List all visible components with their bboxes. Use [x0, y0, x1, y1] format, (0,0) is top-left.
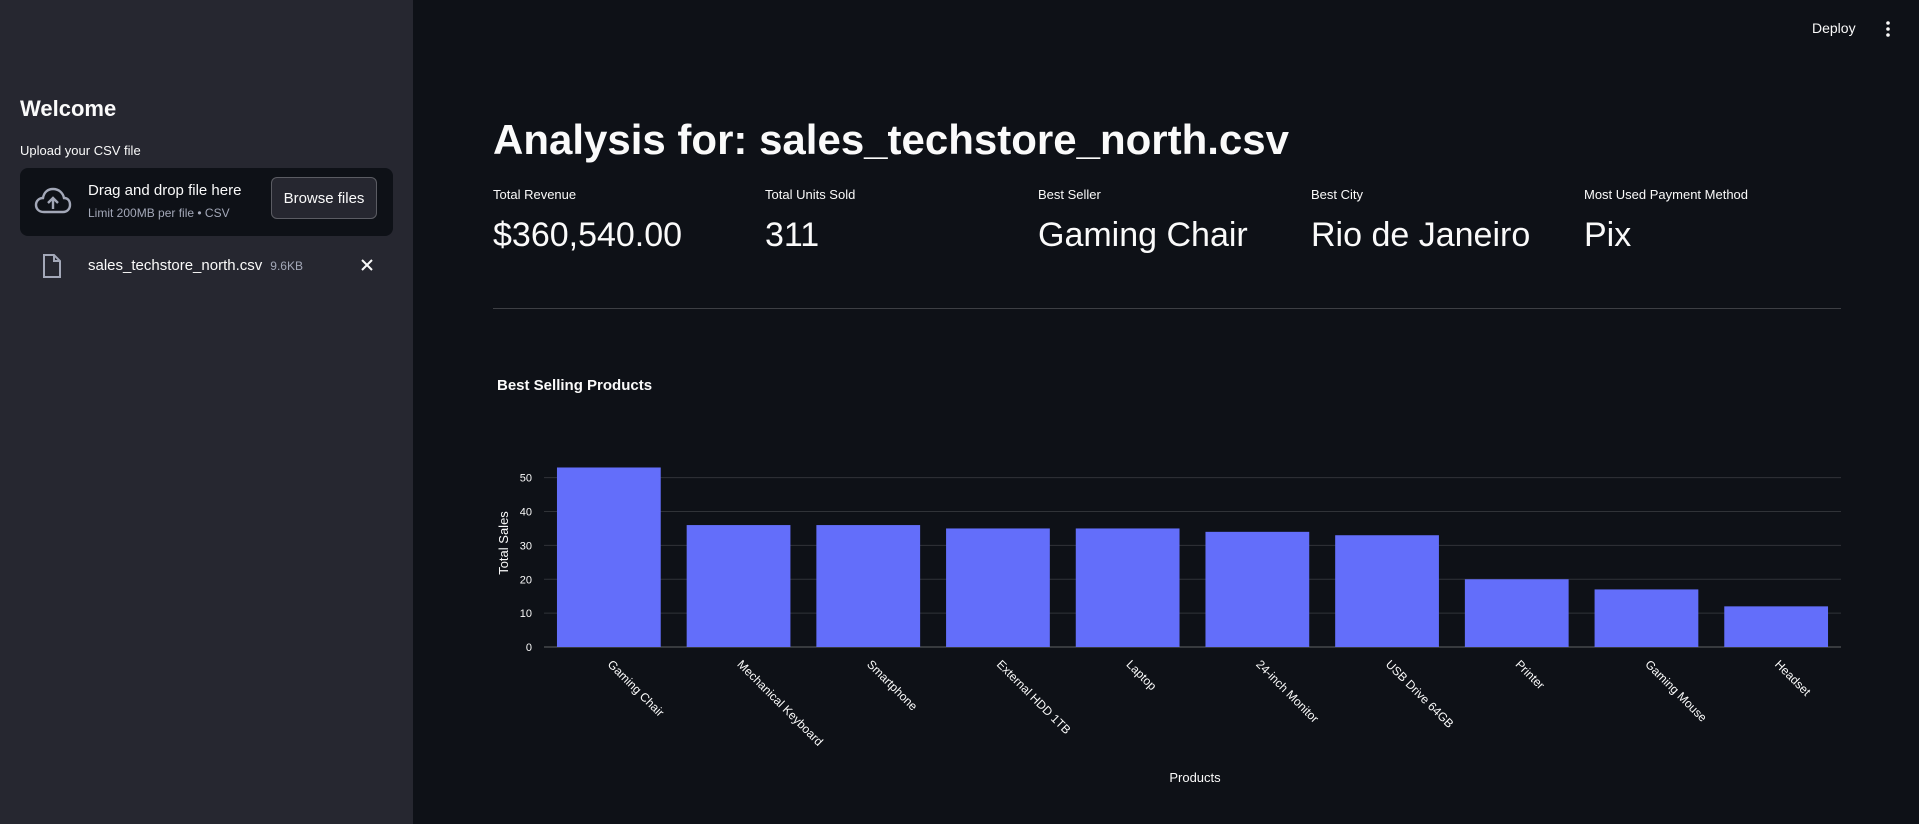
dropzone-main-text: Drag and drop file here	[88, 182, 242, 199]
x-tick-label: External HDD 1TB	[994, 657, 1074, 737]
chart-y-ticks: 0 10 20 30 40 50	[520, 473, 532, 654]
bar[interactable]	[1594, 589, 1699, 647]
x-tick-label: Gaming Mouse	[1642, 657, 1710, 725]
remove-file-button[interactable]	[356, 254, 378, 276]
uploaded-file-name: sales_techstore_north.csv 9.6KB	[88, 257, 303, 274]
metric-total-units: Total Units Sold 311	[765, 187, 855, 255]
metric-value: Rio de Janeiro	[1311, 216, 1531, 254]
y-tick-label: 10	[520, 608, 532, 620]
deploy-button[interactable]: Deploy	[1812, 20, 1856, 36]
x-tick-label: Headset	[1772, 657, 1814, 699]
page-title: Analysis for: sales_techstore_north.csv	[493, 116, 1289, 163]
chart-x-ticks: Gaming Chair Mechanical Keyboard Smartphon…	[605, 657, 1814, 749]
y-tick-label: 40	[520, 507, 532, 519]
bar[interactable]	[946, 528, 1050, 647]
best-selling-products-chart: Best Selling Products 0 10 20 30 40 50 Gaming…	[496, 377, 1841, 785]
file-dropzone[interactable]: Drag and drop file here Limit 200MB per …	[20, 168, 393, 236]
upload-label: Upload your CSV file	[20, 143, 141, 158]
metric-payment-method: Most Used Payment Method Pix	[1584, 187, 1748, 255]
bar[interactable]	[816, 525, 921, 647]
metric-total-revenue: Total Revenue $360,540.00	[493, 187, 682, 255]
x-tick-label: Smartphone	[864, 657, 920, 713]
x-tick-label: USB Drive 64GB	[1383, 657, 1457, 731]
dropzone-limit-text: Limit 200MB per file • CSV	[88, 206, 230, 220]
y-tick-label: 20	[520, 574, 532, 586]
metric-label: Total Units Sold	[765, 187, 856, 202]
metric-value: Pix	[1584, 216, 1632, 254]
file-icon	[43, 254, 61, 278]
bar[interactable]	[1335, 535, 1439, 647]
metric-label: Best Seller	[1038, 187, 1101, 202]
y-tick-label: 30	[520, 540, 532, 552]
x-tick-label: 24-inch Monitor	[1253, 657, 1321, 725]
bar[interactable]	[1205, 531, 1310, 647]
bar[interactable]	[686, 525, 791, 647]
bar[interactable]	[1724, 606, 1829, 647]
metric-value: Gaming Chair	[1038, 216, 1248, 254]
vertical-dots-icon[interactable]	[1880, 18, 1896, 40]
metric-label: Total Revenue	[493, 187, 577, 202]
y-tick-label: 50	[520, 473, 532, 485]
x-tick-label: Gaming Chair	[605, 657, 667, 719]
metric-best-seller: Best Seller Gaming Chair	[1038, 187, 1248, 255]
uploaded-file-row: sales_techstore_north.csv 9.6KB	[20, 248, 393, 286]
metric-value: $360,540.00	[493, 216, 683, 254]
metric-best-city: Best City Rio de Janeiro	[1311, 187, 1530, 255]
chart-title: Best Selling Products	[497, 377, 652, 394]
close-icon	[361, 259, 373, 271]
chart-bars	[556, 467, 1829, 647]
chart-x-axis-label: Products	[1169, 770, 1221, 785]
x-tick-label: Laptop	[1124, 657, 1160, 693]
metric-label: Best City	[1311, 187, 1364, 202]
sidebar: Welcome Upload your CSV file Drag and dr…	[0, 0, 413, 824]
sidebar-title: Welcome	[20, 96, 117, 121]
file-name-text: sales_techstore_north.csv	[88, 257, 263, 274]
x-tick-label: Printer	[1513, 657, 1548, 692]
bar[interactable]	[556, 467, 661, 647]
browse-files-button[interactable]: Browse files	[271, 177, 377, 219]
chart-y-axis-label: Total Sales	[496, 511, 511, 575]
metric-label: Most Used Payment Method	[1584, 187, 1749, 202]
file-size: 9.6KB	[270, 259, 303, 273]
section-divider	[493, 308, 1841, 309]
x-tick-label: Mechanical Keyboard	[734, 657, 826, 749]
y-tick-label: 0	[526, 642, 532, 654]
metric-value: 311	[765, 216, 820, 254]
bar[interactable]	[1464, 579, 1569, 647]
bar[interactable]	[1075, 528, 1180, 647]
cloud-upload-icon	[34, 187, 72, 214]
